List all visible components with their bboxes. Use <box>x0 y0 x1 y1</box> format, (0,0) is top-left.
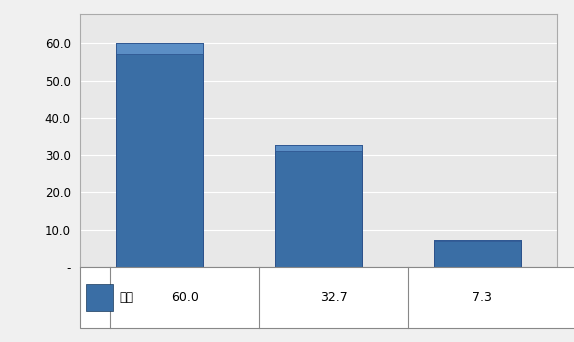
Bar <box>434 240 521 241</box>
Bar <box>116 43 203 267</box>
Bar <box>275 145 362 267</box>
Text: 7.3: 7.3 <box>472 291 492 304</box>
Bar <box>275 145 362 150</box>
Text: 全体: 全体 <box>119 291 133 304</box>
Bar <box>86 284 113 311</box>
Text: 60.0: 60.0 <box>170 291 199 304</box>
Bar <box>434 240 521 267</box>
Text: 32.7: 32.7 <box>320 291 347 304</box>
Bar <box>116 43 203 53</box>
